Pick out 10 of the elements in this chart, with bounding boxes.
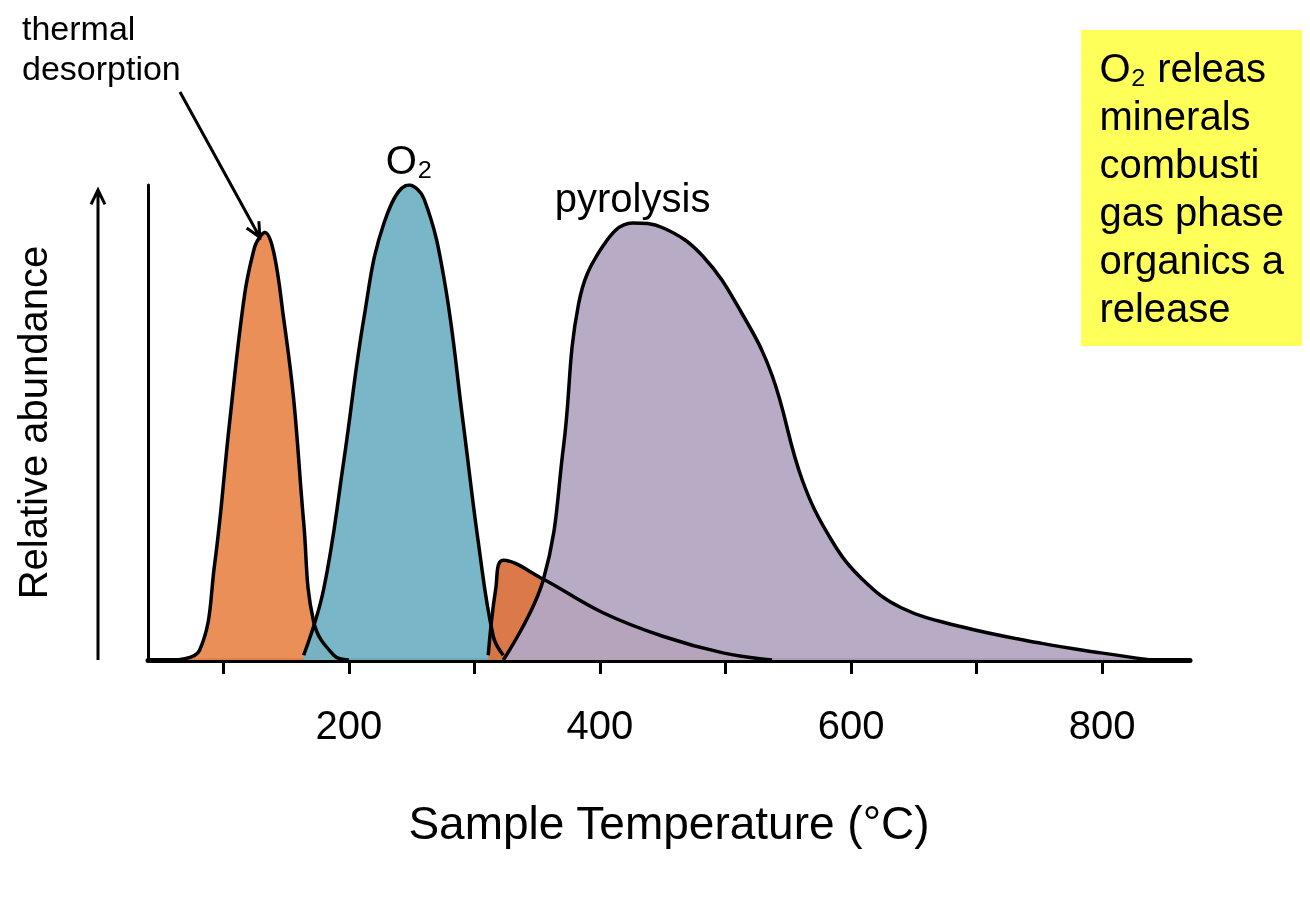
series-label: pyrolysis xyxy=(554,176,711,220)
annotation: thermal desorption xyxy=(22,8,182,88)
series-label: O₂ xyxy=(385,138,433,182)
x-tick-label: 800 xyxy=(1068,703,1136,747)
annotation: O₂ releas minerals combusti gas phase organics a release xyxy=(1081,30,1302,346)
x-tick-label: 400 xyxy=(566,703,634,747)
x-tick-label: 600 xyxy=(817,703,885,747)
x-tick-label: 200 xyxy=(315,703,383,747)
x-axis-title: Sample Temperature (°C) xyxy=(408,797,930,849)
y-axis-title: Relative abundance xyxy=(11,245,55,600)
